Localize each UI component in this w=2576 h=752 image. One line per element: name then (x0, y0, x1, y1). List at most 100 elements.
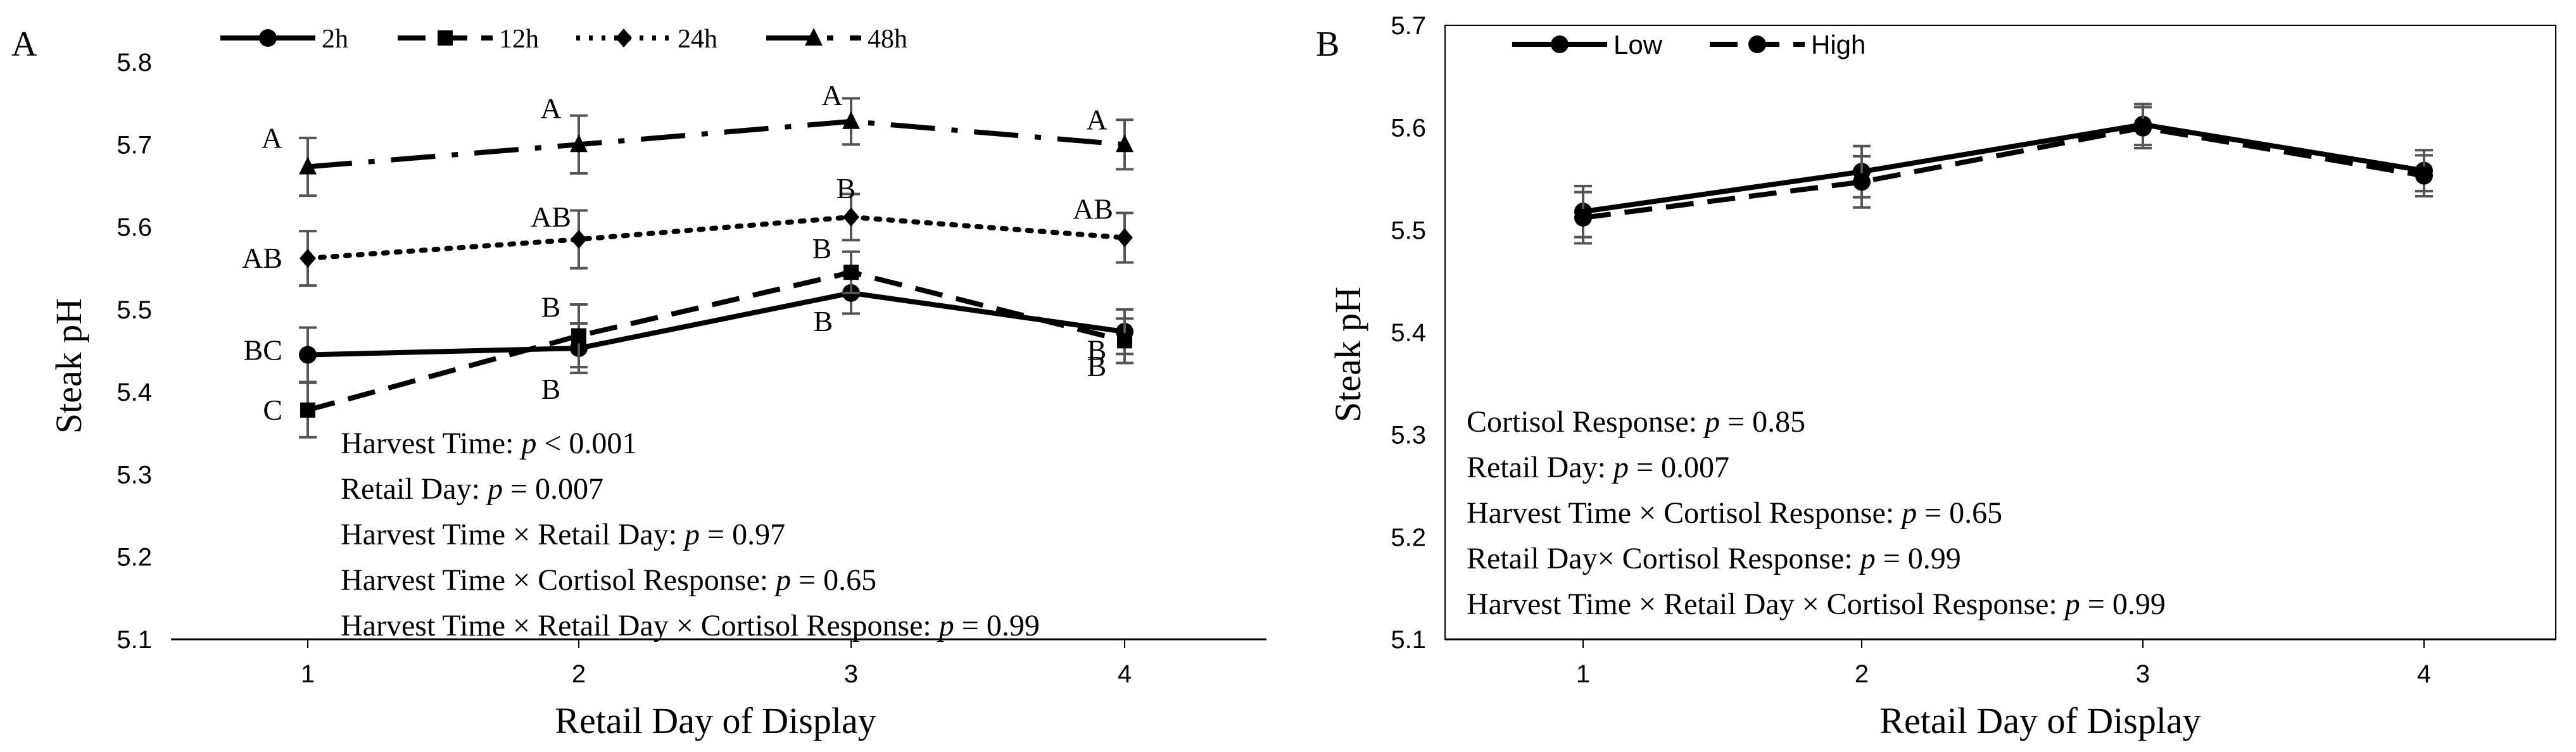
significance-letter: B (541, 373, 561, 405)
legend-label: 24h (678, 25, 717, 54)
significance-letter: A (540, 92, 561, 124)
significance-letter: BC (244, 334, 282, 367)
series-low (1574, 103, 2433, 239)
x-tick-label: 1 (301, 660, 315, 688)
legend-marker (1551, 35, 1569, 53)
p-value: = 0.97 (700, 518, 785, 551)
series-2h (299, 271, 1133, 384)
significance-letter: B (837, 172, 856, 204)
panel-b-legend: Low High (1512, 30, 1866, 60)
panel-a-statistics-annotation: Harvest Time: p < 0.001 Retail Day: p = 0… (341, 427, 1040, 642)
statistic-label: Retail Day× Cortisol Response: (1467, 542, 1860, 575)
p-symbol: p (1703, 405, 1720, 439)
legend-marker (805, 28, 823, 46)
p-symbol: p (937, 609, 954, 642)
p-value: = 0.007 (503, 472, 603, 506)
data-point (843, 265, 859, 280)
legend-marker (616, 28, 632, 47)
legend-marker (1748, 35, 1766, 53)
data-point (571, 230, 587, 249)
y-tick-label: 5.5 (117, 296, 152, 324)
statistic-label: Harvest Time × Retail Day: (341, 518, 685, 551)
statistics-line: Cortisol Response: p = 0.85 (1467, 405, 1805, 439)
p-value: = 0.99 (954, 609, 1040, 642)
statistic-label: Cortisol Response: (1467, 405, 1705, 439)
data-point (571, 328, 586, 344)
statistics-line: Harvest Time × Cortisol Response: p = 0.… (341, 563, 876, 597)
data-point (2134, 118, 2152, 137)
panel-a-label: A (11, 25, 37, 64)
data-point (570, 134, 588, 153)
panel-b-label: B (1316, 25, 1339, 64)
series-line (1582, 122, 2425, 215)
series-high (1574, 106, 2433, 245)
p-symbol: p (2063, 587, 2080, 621)
p-value: < 0.001 (536, 427, 637, 460)
data-point (300, 402, 315, 418)
series-line (1582, 125, 2425, 220)
significance-letter: A (821, 79, 842, 111)
significance-letter: B (541, 291, 561, 323)
statistic-label: Retail Day: (1467, 451, 1613, 484)
legend-label: 2h (322, 25, 348, 54)
p-symbol: p (1900, 496, 1917, 530)
p-symbol: p (1612, 451, 1629, 484)
x-tick-label: 2 (1855, 660, 1869, 688)
panel-a-y-axis-title: Steak pH (48, 298, 89, 434)
p-value: = 0.99 (1876, 542, 1961, 575)
significance-letter: B (814, 305, 833, 337)
data-point (1116, 228, 1133, 248)
y-tick-label: 5.2 (1391, 523, 1426, 551)
statistics-line: Harvest Time × Retail Day × Cortisol Res… (1467, 587, 2166, 621)
panel-b-y-axis-title: Steak pH (1327, 287, 1368, 422)
data-point (299, 346, 317, 364)
significance-letter: B (1087, 350, 1107, 382)
statistics-line: Retail Day: p = 0.007 (1467, 451, 1729, 484)
y-tick-label: 5.1 (1391, 626, 1426, 654)
data-point (1574, 208, 1592, 227)
y-tick-label: 5.4 (117, 379, 152, 406)
p-symbol: p (519, 427, 536, 460)
panel-a-series (299, 97, 1133, 439)
panel-b-x-axis-title: Retail Day of Display (1879, 700, 2200, 741)
panel-b-statistics-annotation: Cortisol Response: p = 0.85 Retail Day: p… (1467, 405, 2166, 621)
statistic-label: Harvest Time × Cortisol Response: (1467, 496, 1902, 530)
significance-letter: AB (242, 242, 282, 274)
y-tick-label: 5.5 (1391, 216, 1426, 244)
panel-b-series (1574, 103, 2433, 245)
x-tick-label: 1 (1576, 660, 1590, 688)
x-tick-label: 4 (1118, 660, 1132, 688)
y-tick-label: 5.7 (1391, 12, 1426, 40)
significance-letter: AB (1073, 193, 1113, 225)
x-tick-label: 2 (572, 660, 586, 688)
p-symbol: p (1859, 542, 1876, 575)
x-tick-label: 3 (2136, 660, 2150, 688)
panel-b: B Steak pH Retail Day of Display 5.1 5.2 5… (1316, 12, 2556, 741)
statistic-label: Harvest Time × Retail Day × Cortisol Res… (341, 609, 939, 642)
series-line (307, 118, 1125, 170)
p-value: = 0.007 (1629, 451, 1729, 484)
series-24h (299, 192, 1133, 287)
series-line (306, 270, 1125, 413)
legend-label: High (1811, 30, 1866, 60)
significance-letter: C (263, 394, 282, 426)
y-tick-label: 5.3 (117, 461, 152, 489)
series-line (305, 214, 1127, 261)
x-tick-label: 3 (844, 660, 858, 688)
y-tick-label: 5.4 (1391, 319, 1426, 347)
p-value: = 0.65 (1917, 496, 2002, 530)
legend-marker (438, 30, 453, 46)
y-tick-label: 5.6 (117, 214, 152, 242)
statistics-line: Retail Day× Cortisol Response: p = 0.99 (1467, 542, 1961, 575)
data-point (2415, 166, 2433, 185)
statistics-line: Harvest Time: p < 0.001 (341, 427, 637, 460)
data-point (1117, 333, 1132, 349)
statistics-line: Harvest Time × Retail Day × Cortisol Res… (341, 609, 1040, 642)
y-tick-label: 5.7 (117, 131, 152, 159)
significance-letter: B (1087, 334, 1107, 366)
statistic-label: Retail Day: (341, 472, 488, 506)
data-point (843, 207, 859, 227)
significance-letter: A (1086, 103, 1107, 135)
